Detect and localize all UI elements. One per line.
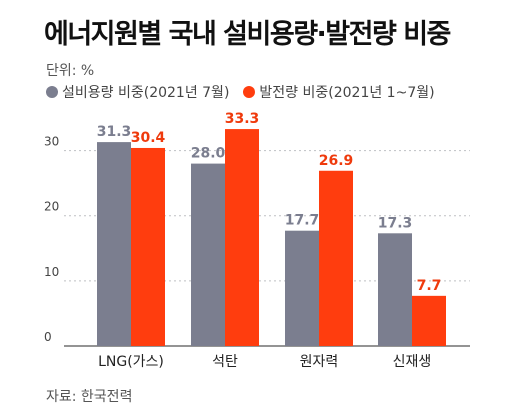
bar bbox=[285, 230, 319, 346]
data-label: 33.3 bbox=[225, 111, 260, 127]
x-tick-label: 석탄 bbox=[212, 354, 238, 370]
source-note: 자료: 한국전력 bbox=[46, 389, 133, 405]
bar bbox=[131, 147, 165, 346]
x-tick-label: LNG(가스) bbox=[98, 354, 164, 370]
legend-dot-generation bbox=[243, 86, 256, 98]
legend-label-capacity: 설비용량 비중(2021년 7월) bbox=[62, 85, 230, 101]
bar bbox=[319, 170, 353, 346]
bar bbox=[412, 295, 446, 346]
bar bbox=[191, 163, 225, 346]
legend-label-generation: 발전량 비중(2021년 1~7월) bbox=[259, 85, 435, 101]
chart-title: 에너지원별 국내 설비용량·발전량 비중 bbox=[44, 19, 451, 50]
bar bbox=[378, 233, 412, 346]
legend-dot-capacity bbox=[46, 86, 58, 98]
bar bbox=[97, 142, 131, 346]
bar bbox=[225, 129, 259, 346]
data-label: 30.4 bbox=[131, 130, 166, 146]
data-label: 17.3 bbox=[378, 215, 413, 231]
legend-item-generation: 발전량 비중(2021년 1~7월) bbox=[243, 82, 435, 102]
data-label: 26.9 bbox=[319, 153, 354, 169]
y-tick-label: 0 bbox=[44, 330, 52, 344]
data-label: 31.3 bbox=[97, 124, 132, 140]
x-tick-label: 원자력 bbox=[300, 354, 339, 370]
legend-item-capacity: 설비용량 비중(2021년 7월) bbox=[46, 82, 229, 102]
legend: 설비용량 비중(2021년 7월) 발전량 비중(2021년 1~7월) bbox=[46, 82, 449, 102]
x-tick-label: 신재생 bbox=[393, 354, 432, 370]
data-label: 7.7 bbox=[417, 278, 442, 294]
data-label: 17.7 bbox=[285, 213, 320, 229]
y-tick-label: 10 bbox=[44, 265, 59, 279]
unit-label: 단위: % bbox=[46, 63, 95, 79]
data-label: 28.0 bbox=[191, 146, 226, 162]
y-tick-label: 30 bbox=[44, 135, 59, 149]
y-tick-label: 20 bbox=[44, 200, 59, 214]
